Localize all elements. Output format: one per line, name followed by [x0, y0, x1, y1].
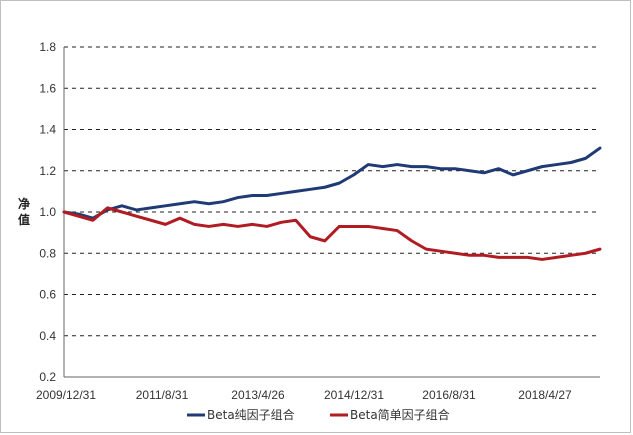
x-tick-label-2: 2013/4/26 [231, 388, 285, 402]
series-lines [62, 146, 602, 261]
y-tick-label-0-4: 0.4 [39, 329, 56, 343]
y-axis-label-char-2: 值 [18, 212, 30, 227]
y-tick-label-1-0: 1.0 [39, 205, 56, 219]
y-tick-label-0-6: 0.6 [39, 288, 56, 302]
x-tick-label-1: 2011/8/31 [136, 388, 189, 402]
y-axis-label-char-1: 净 [18, 196, 30, 211]
y-tick-label-0-2: 0.2 [39, 370, 56, 384]
y-axis-label: 净 值 [18, 196, 30, 227]
y-tick-label-1-2: 1.2 [39, 164, 56, 178]
x-tick-label-0: 2009/12/31 [36, 388, 96, 402]
x-tick-label-5: 2018/4/27 [518, 388, 572, 402]
legend-label-beta-pure: Beta纯因子组合 [207, 407, 295, 422]
y-tick-label-1-4: 1.4 [39, 123, 56, 137]
x-tick-label-3: 2014/12/31 [324, 388, 384, 402]
y-tick-labels: 0.2 0.4 0.6 0.8 1.0 1.2 1.4 1.6 1.8 [39, 40, 56, 384]
x-tick-labels: 2009/12/31 2011/8/31 2013/4/26 2014/12/31 20… [36, 388, 572, 402]
legend: Beta纯因子组合 Beta简单因子组合 [187, 407, 450, 422]
legend-item-beta-simple: Beta简单因子组合 [330, 407, 450, 422]
legend-label-beta-simple: Beta简单因子组合 [350, 407, 450, 422]
legend-item-beta-pure: Beta纯因子组合 [187, 407, 295, 422]
x-tick-label-4: 2016/8/31 [422, 388, 476, 402]
y-tick-label-0-8: 0.8 [39, 246, 56, 260]
series-line-beta-pure [62, 146, 602, 220]
y-tick-label-1-8: 1.8 [39, 40, 56, 54]
y-tick-label-1-6: 1.6 [39, 81, 56, 95]
series-line-beta-simple [62, 206, 602, 261]
grid-lines [64, 46, 600, 337]
